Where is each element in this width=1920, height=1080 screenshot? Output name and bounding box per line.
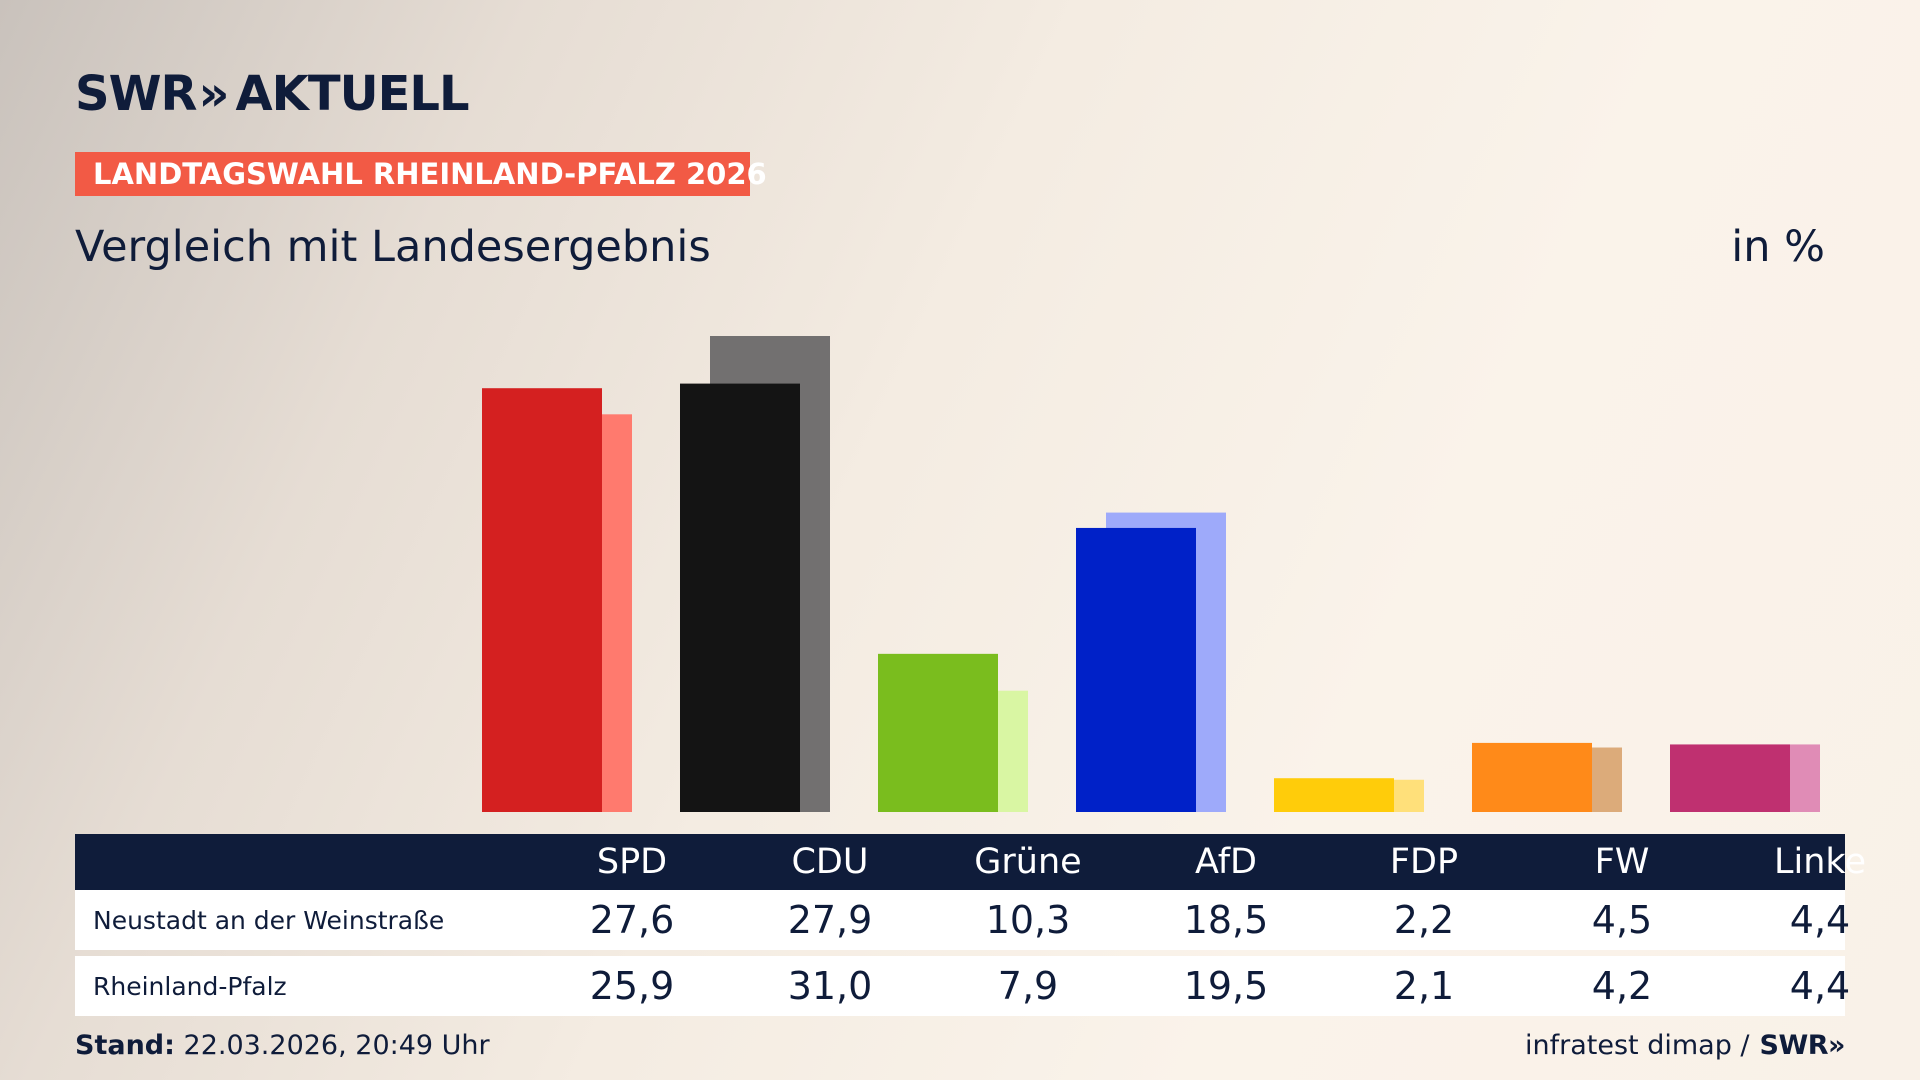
table-cell: 10,3 [985,898,1071,942]
election-badge-text: LANDTAGSWAHL RHEINLAND-PFALZ 2026 [93,157,767,191]
logo-text-swr: SWR [75,66,197,122]
bar-spd-neustadt [482,388,602,812]
table-cell: 4,2 [1591,964,1653,1008]
column-header: FW [1594,842,1650,882]
table-header: SPD CDU Grüne AfD FDP FW Linke [75,834,1866,890]
results-table: SPD CDU Grüne AfD FDP FW Linke Neustadt an der… [75,834,1866,1016]
source-credit: infratest dimap / SWR» [1525,1030,1845,1061]
bar-cdu-neustadt [680,383,800,812]
column-header: AfD [1195,842,1257,882]
bar-grüne-neustadt [878,653,998,812]
table-cell: 18,5 [1183,898,1269,942]
logo-text-aktuell: AKTUELL [235,66,470,122]
table-cell: 27,6 [589,898,675,942]
bar-spd-landesergebnis [512,414,632,812]
table-cell: 2,1 [1393,964,1455,1008]
table-cell: 27,9 [787,898,873,942]
bar-fdp-landesergebnis [1304,779,1424,812]
stand-label: Stand: [75,1030,175,1061]
table-cell: 7,9 [997,964,1059,1008]
source-text: infratest dimap / [1525,1030,1750,1061]
bar-fw-neustadt [1472,742,1592,812]
row-label: Neustadt an der Weinstraße [93,905,445,935]
bar-grüne-landesergebnis [908,690,1028,812]
bar-cdu-landesergebnis [710,336,830,812]
table-cell: 25,9 [589,964,675,1008]
column-header: FDP [1389,842,1459,882]
table-cell: 4,4 [1789,964,1851,1008]
unit-label: in % [1731,222,1825,272]
bar-fdp-neustadt [1274,778,1394,812]
bar-linke-landesergebnis [1700,744,1820,812]
column-header: SPD [596,842,668,882]
chevron-logo-icon: » [198,66,229,122]
table-cell: 19,5 [1183,964,1269,1008]
row-label: Rheinland-Pfalz [93,971,287,1001]
column-header: CDU [791,842,869,882]
election-badge: LANDTAGSWAHL RHEINLAND-PFALZ 2026 [75,152,767,196]
table-cell: 2,2 [1393,898,1455,942]
table-row: Rheinland-Pfalz 25,9 31,0 7,9 19,5 2,1 4,2 4,4 [75,956,1850,1016]
table-cell: 4,4 [1789,898,1851,942]
chart-subtitle: Vergleich mit Landesergebnis [75,222,711,272]
bar-linke-neustadt [1670,744,1790,812]
bar-fw-landesergebnis [1502,747,1622,812]
table-row: Neustadt an der Weinstraße 27,6 27,9 10,3 1… [75,890,1850,950]
swr-mini-logo: SWR» [1759,1030,1846,1061]
bar-afd-neustadt [1076,527,1196,812]
swr-aktuell-logo: SWR » AKTUELL [75,66,470,122]
bar-afd-landesergebnis [1106,512,1226,812]
timestamp: Stand: 22.03.2026, 20:49 Uhr [75,1030,490,1061]
column-header: Grüne [974,842,1082,882]
column-header: Linke [1774,842,1866,882]
table-cell: 31,0 [787,964,873,1008]
stand-value: 22.03.2026, 20:49 Uhr [183,1030,490,1061]
table-cell: 4,5 [1591,898,1653,942]
